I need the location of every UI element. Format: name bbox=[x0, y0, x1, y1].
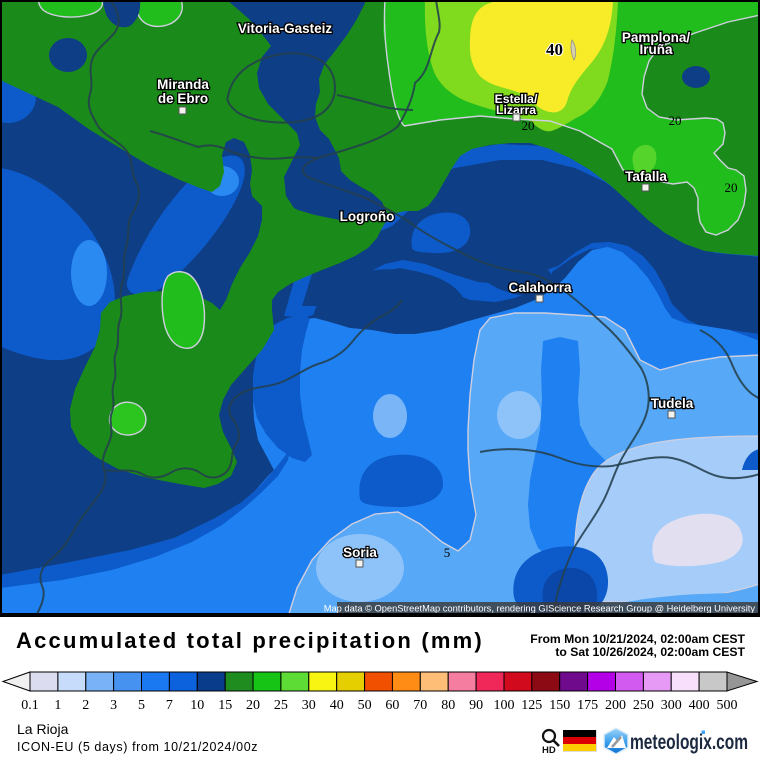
svg-text:60: 60 bbox=[385, 698, 399, 713]
svg-text:Calahorra: Calahorra bbox=[508, 280, 572, 295]
svg-text:2: 2 bbox=[82, 698, 89, 713]
svg-text:1: 1 bbox=[54, 698, 61, 713]
svg-text:125: 125 bbox=[521, 698, 542, 713]
svg-text:20: 20 bbox=[246, 698, 260, 713]
svg-text:Tudela: Tudela bbox=[651, 396, 694, 411]
svg-text:20: 20 bbox=[522, 118, 535, 133]
svg-text:175: 175 bbox=[577, 698, 598, 713]
svg-text:150: 150 bbox=[549, 698, 570, 713]
svg-text:Vitoria-Gasteiz: Vitoria-Gasteiz bbox=[238, 21, 333, 36]
svg-text:90: 90 bbox=[469, 698, 483, 713]
svg-text:40: 40 bbox=[546, 40, 563, 59]
svg-text:de Ebro: de Ebro bbox=[158, 91, 208, 106]
svg-text:HD: HD bbox=[542, 745, 556, 756]
svg-text:100: 100 bbox=[494, 698, 515, 713]
svg-text:Tafalla: Tafalla bbox=[625, 169, 667, 184]
svg-text:400: 400 bbox=[689, 698, 710, 713]
svg-text:3: 3 bbox=[110, 698, 117, 713]
svg-text:Estella/: Estella/ bbox=[495, 92, 538, 106]
svg-text:70: 70 bbox=[413, 698, 427, 713]
svg-text:Logroño: Logroño bbox=[340, 209, 395, 224]
svg-text:Miranda: Miranda bbox=[157, 77, 209, 92]
svg-text:20: 20 bbox=[669, 113, 682, 128]
svg-text:0.1: 0.1 bbox=[21, 698, 39, 713]
svg-text:Pamplona/: Pamplona/ bbox=[622, 30, 691, 45]
svg-text:5: 5 bbox=[138, 698, 145, 713]
svg-text:10: 10 bbox=[190, 698, 204, 713]
svg-text:50: 50 bbox=[358, 698, 372, 713]
svg-text:25: 25 bbox=[274, 698, 288, 713]
svg-text:Lizarra: Lizarra bbox=[496, 103, 536, 117]
svg-text:Map data © OpenStreetMap contr: Map data © OpenStreetMap contributors, r… bbox=[324, 604, 756, 614]
svg-text:200: 200 bbox=[605, 698, 626, 713]
svg-text:500: 500 bbox=[717, 698, 738, 713]
svg-text:40: 40 bbox=[330, 698, 344, 713]
svg-text:Iruña: Iruña bbox=[639, 42, 672, 57]
svg-text:250: 250 bbox=[633, 698, 654, 713]
svg-text:15: 15 bbox=[218, 698, 232, 713]
svg-text:20: 20 bbox=[725, 180, 738, 195]
svg-text:5: 5 bbox=[444, 545, 451, 560]
svg-text:7: 7 bbox=[166, 698, 173, 713]
svg-text:80: 80 bbox=[441, 698, 455, 713]
svg-text:Soria: Soria bbox=[343, 545, 377, 560]
svg-text:30: 30 bbox=[302, 698, 316, 713]
svg-text:meteologix.com: meteologix.com bbox=[630, 731, 748, 754]
svg-text:300: 300 bbox=[661, 698, 682, 713]
